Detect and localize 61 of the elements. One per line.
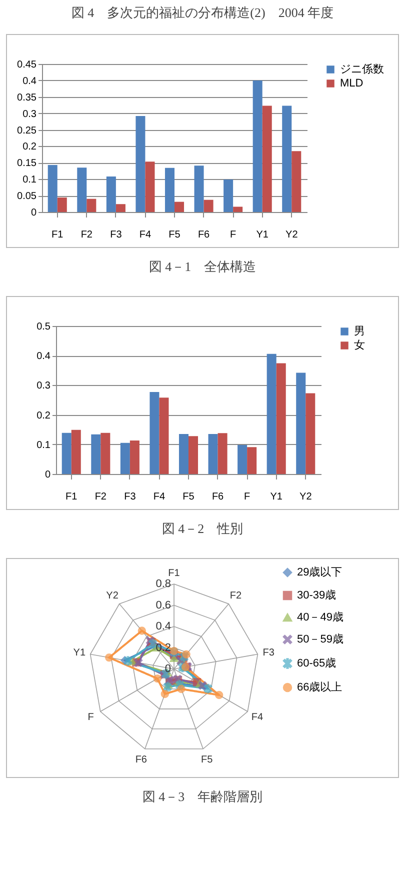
y-tick-label: 0.1 bbox=[22, 174, 37, 186]
x-tick-label: F2 bbox=[94, 492, 106, 502]
y-tick-label: 0 bbox=[30, 208, 37, 218]
y-tick-label: 0.4 bbox=[155, 620, 170, 632]
y-tick-label: 0.3 bbox=[22, 108, 37, 120]
legend-label: 60-65歳 bbox=[296, 656, 336, 670]
spoke-label: F3 bbox=[262, 647, 274, 658]
spoke-label: Y2 bbox=[106, 590, 118, 602]
legend-label: 30-39歳 bbox=[296, 588, 336, 602]
x-tick-label: Y1 bbox=[256, 230, 269, 240]
spoke-label: Y1 bbox=[72, 647, 86, 658]
x-tick-label: Y2 bbox=[299, 492, 312, 502]
x-tick-label: F3 bbox=[110, 230, 122, 240]
y-tick-label: 0.1 bbox=[36, 440, 50, 451]
x-tick-label: Y1 bbox=[270, 492, 282, 502]
legend-label: ジニ係数 bbox=[340, 64, 384, 76]
x-tick-label: Y2 bbox=[286, 230, 298, 240]
y-tick-label: 0.2 bbox=[36, 410, 50, 422]
y-tick-label: 0 bbox=[44, 470, 50, 480]
legend-label: 40－49歳 bbox=[296, 610, 343, 624]
y-tick-label: 0.2 bbox=[22, 142, 37, 153]
x-tick-label: F6 bbox=[198, 230, 210, 240]
legend-label: 29歳以下 bbox=[296, 566, 342, 578]
legend-label: 女 bbox=[354, 340, 364, 352]
y-tick-label: 0.15 bbox=[17, 158, 37, 170]
x-tick-label: F3 bbox=[124, 492, 136, 502]
x-tick-label: F5 bbox=[168, 230, 181, 240]
x-tick-label: F bbox=[230, 230, 236, 240]
caption: 図 4－3 年齢階層別 bbox=[141, 788, 264, 806]
x-tick-label: F2 bbox=[80, 230, 93, 240]
x-tick-label: F1 bbox=[52, 230, 64, 240]
spoke-label: F1 bbox=[168, 568, 180, 579]
legend-label: 50－59歳 bbox=[296, 632, 343, 646]
legend-label: MLD bbox=[340, 78, 364, 90]
y-tick-label: 0.8 bbox=[155, 578, 170, 590]
y-tick-label: 0.35 bbox=[17, 92, 37, 104]
legend-label: 男 bbox=[354, 326, 364, 338]
y-tick-label: 0.05 bbox=[17, 191, 37, 202]
y-tick-label: 0.4 bbox=[36, 351, 50, 362]
y-tick-label: 0.2 bbox=[155, 642, 170, 654]
spoke-label: F4 bbox=[250, 712, 263, 724]
y-tick-label: 0.4 bbox=[22, 76, 37, 87]
y-tick-label: 0.6 bbox=[155, 599, 170, 612]
y-tick-label: 0.5 bbox=[36, 322, 50, 332]
x-tick-label: F4 bbox=[139, 230, 152, 240]
x-tick-label: F1 bbox=[65, 492, 78, 502]
spoke-label: F6 bbox=[134, 754, 147, 766]
caption: 図 4－1 全体構造 bbox=[148, 258, 258, 276]
y-tick-label: 0.3 bbox=[36, 380, 50, 392]
legend-label: 66歳以上 bbox=[296, 680, 342, 694]
x-tick-label: F5 bbox=[182, 492, 194, 502]
caption: 図 4－2 性別 bbox=[160, 520, 244, 538]
x-tick-label: F bbox=[244, 492, 250, 502]
y-tick-label: 0.25 bbox=[17, 125, 37, 136]
spoke-label: F5 bbox=[200, 754, 213, 766]
spoke-label: F2 bbox=[229, 590, 242, 602]
chart-title: 図 4 多次元的福祉の分布構造(2) 2004 年度 bbox=[70, 4, 335, 22]
spoke-label: F bbox=[87, 712, 94, 724]
y-tick-label: 0.45 bbox=[17, 60, 37, 70]
x-tick-label: F6 bbox=[211, 492, 224, 502]
x-tick-label: F4 bbox=[152, 492, 165, 502]
